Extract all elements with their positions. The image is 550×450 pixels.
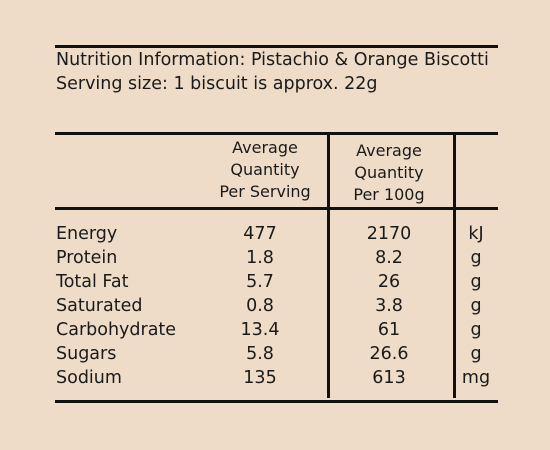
- per-100g-value: 61: [377, 320, 401, 340]
- per-100g-value: 26.6: [369, 344, 409, 364]
- nutrient-label: Carbohydrate: [56, 320, 177, 340]
- per-serving-value: 0.8: [246, 296, 274, 316]
- per-serving-value: 5.8: [246, 344, 274, 364]
- unit-label: g: [470, 344, 482, 364]
- per-serving-value: 5.7: [246, 272, 274, 292]
- per-serving-value: 1.8: [246, 248, 274, 268]
- per-serving-value: 13.4: [240, 320, 280, 340]
- nutrient-label: Total Fat: [56, 272, 129, 292]
- header-per-serving-line-2: Quantity: [230, 160, 300, 179]
- unit-label: g: [470, 296, 482, 316]
- per-serving-value: 135: [243, 368, 277, 388]
- divider-per-serving-per-100g: [327, 132, 330, 398]
- divider-per-100g-unit: [453, 132, 456, 398]
- nutrient-label: Sugars: [56, 344, 117, 364]
- unit-label: kJ: [468, 224, 484, 244]
- nutrient-label: Protein: [56, 248, 118, 268]
- panel-title: Nutrition Information: Pistachio & Orang…: [56, 50, 489, 70]
- unit-label: g: [470, 248, 482, 268]
- header-per-100g: Average Quantity Per 100g: [333, 140, 445, 206]
- per-100g-value: 2170: [366, 224, 412, 244]
- header-per-serving: Average Quantity Per Serving: [200, 137, 330, 203]
- table-bottom-rule: [55, 400, 498, 403]
- header-per-serving-line-1: Average: [232, 138, 298, 157]
- per-serving-value: 477: [243, 224, 277, 244]
- top-rule: [55, 45, 498, 48]
- nutrient-label: Energy: [56, 224, 118, 244]
- unit-label: g: [470, 320, 482, 340]
- header-per-100g-line-3: Per 100g: [353, 185, 425, 204]
- nutrient-label: Saturated: [56, 296, 143, 316]
- table-top-rule: [55, 132, 498, 135]
- nutrient-label: Sodium: [56, 368, 122, 388]
- per-100g-value: 3.8: [375, 296, 403, 316]
- per-100g-value: 613: [372, 368, 406, 388]
- header-per-100g-line-2: Quantity: [354, 163, 424, 182]
- header-per-serving-line-3: Per Serving: [219, 182, 311, 201]
- per-100g-value: 8.2: [375, 248, 403, 268]
- unit-label: g: [470, 272, 482, 292]
- header-bottom-rule: [55, 207, 498, 210]
- serving-size: Serving size: 1 biscuit is approx. 22g: [56, 74, 378, 94]
- header-per-100g-line-1: Average: [356, 141, 422, 160]
- unit-label: mg: [461, 368, 491, 388]
- per-100g-value: 26: [377, 272, 401, 292]
